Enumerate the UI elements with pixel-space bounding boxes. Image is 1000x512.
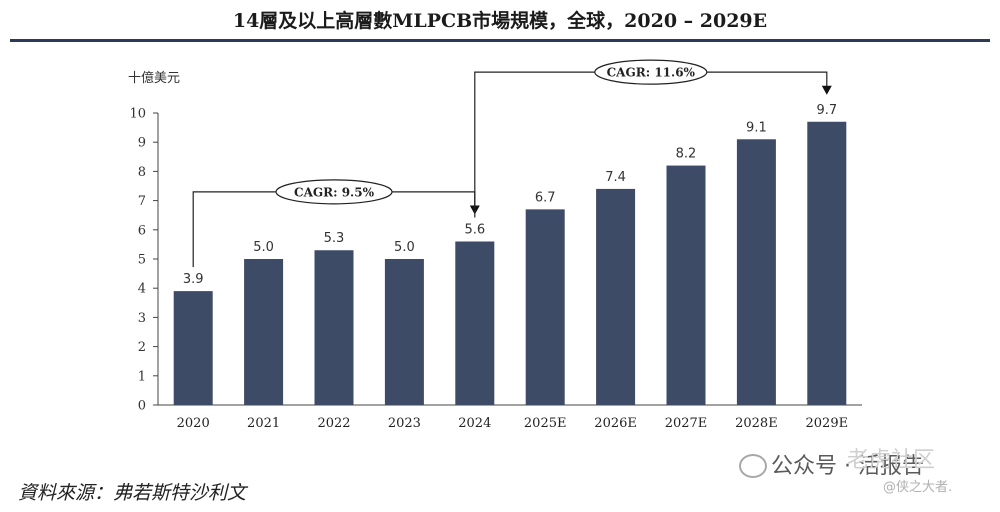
source-note: 資料來源：弗若斯特沙利文: [18, 482, 247, 504]
y-tick-label: 6: [138, 223, 146, 238]
title-rule: [10, 39, 990, 42]
bar: [173, 291, 213, 405]
bar-value-label: 7.4: [605, 170, 626, 185]
bar: [736, 139, 776, 405]
bar-value-label: 5.0: [394, 240, 415, 255]
y-tick-label: 5: [138, 253, 146, 268]
bar: [525, 209, 565, 405]
x-tick-label: 2029E: [806, 416, 849, 431]
y-tick-label: 4: [138, 282, 146, 297]
wechat-icon: [739, 454, 767, 478]
bar: [666, 165, 706, 405]
bar: [596, 188, 636, 405]
y-tick-label: 10: [129, 107, 146, 122]
y-tick-label: 2: [138, 340, 146, 355]
cagr-arrowhead: [821, 85, 832, 95]
x-tick-label: 2022: [317, 416, 350, 431]
cagr-ellipse: [275, 179, 393, 205]
bar: [244, 259, 284, 405]
watermark-main: 公众号 · 活报告: [771, 454, 924, 479]
cagr-label: CAGR: 11.6%: [607, 66, 696, 80]
x-tick-label: 2023: [388, 416, 421, 431]
bar-value-label: 6.7: [535, 190, 556, 205]
chart-title: 14層及以上高層數MLPCB市場規模，全球，2020 – 2029E: [232, 10, 768, 32]
cagr-ellipse: [594, 59, 708, 85]
bar-value-label: 3.9: [183, 272, 204, 287]
bar: [314, 250, 354, 405]
bar-value-label: 9.1: [746, 120, 767, 135]
y-tick-label: 1: [138, 369, 146, 384]
bar-value-label: 9.7: [816, 103, 837, 118]
bar-value-label: 8.2: [676, 147, 697, 162]
y-tick-label: 7: [138, 194, 146, 209]
bar: [807, 121, 847, 405]
x-tick-label: 2021: [247, 416, 280, 431]
bar: [384, 259, 424, 405]
watermark: 公众号 · 活报告 老虎社区 @侠之大者.: [735, 442, 995, 502]
x-tick-label: 2028E: [735, 416, 778, 431]
bar: [455, 241, 495, 405]
x-tick-label: 2020: [177, 416, 210, 431]
y-tick-label: 8: [138, 165, 146, 180]
bar-value-label: 5.3: [324, 231, 345, 246]
x-tick-label: 2026E: [594, 416, 637, 431]
y-axis-label: 十億美元: [128, 70, 180, 86]
y-tick-label: 9: [138, 136, 146, 151]
x-tick-label: 2025E: [524, 416, 567, 431]
watermark-overlay: 老虎社区: [847, 448, 936, 473]
bar-value-label: 5.6: [464, 222, 485, 237]
y-tick-label: 3: [138, 311, 146, 326]
cagr-label: CAGR: 9.5%: [294, 185, 375, 199]
bar-value-label: 5.0: [253, 240, 274, 255]
watermark-sub: @侠之大者.: [883, 480, 953, 495]
x-tick-label: 2027E: [665, 416, 708, 431]
y-tick-label: 0: [138, 399, 146, 414]
x-tick-label: 2024: [458, 416, 491, 431]
